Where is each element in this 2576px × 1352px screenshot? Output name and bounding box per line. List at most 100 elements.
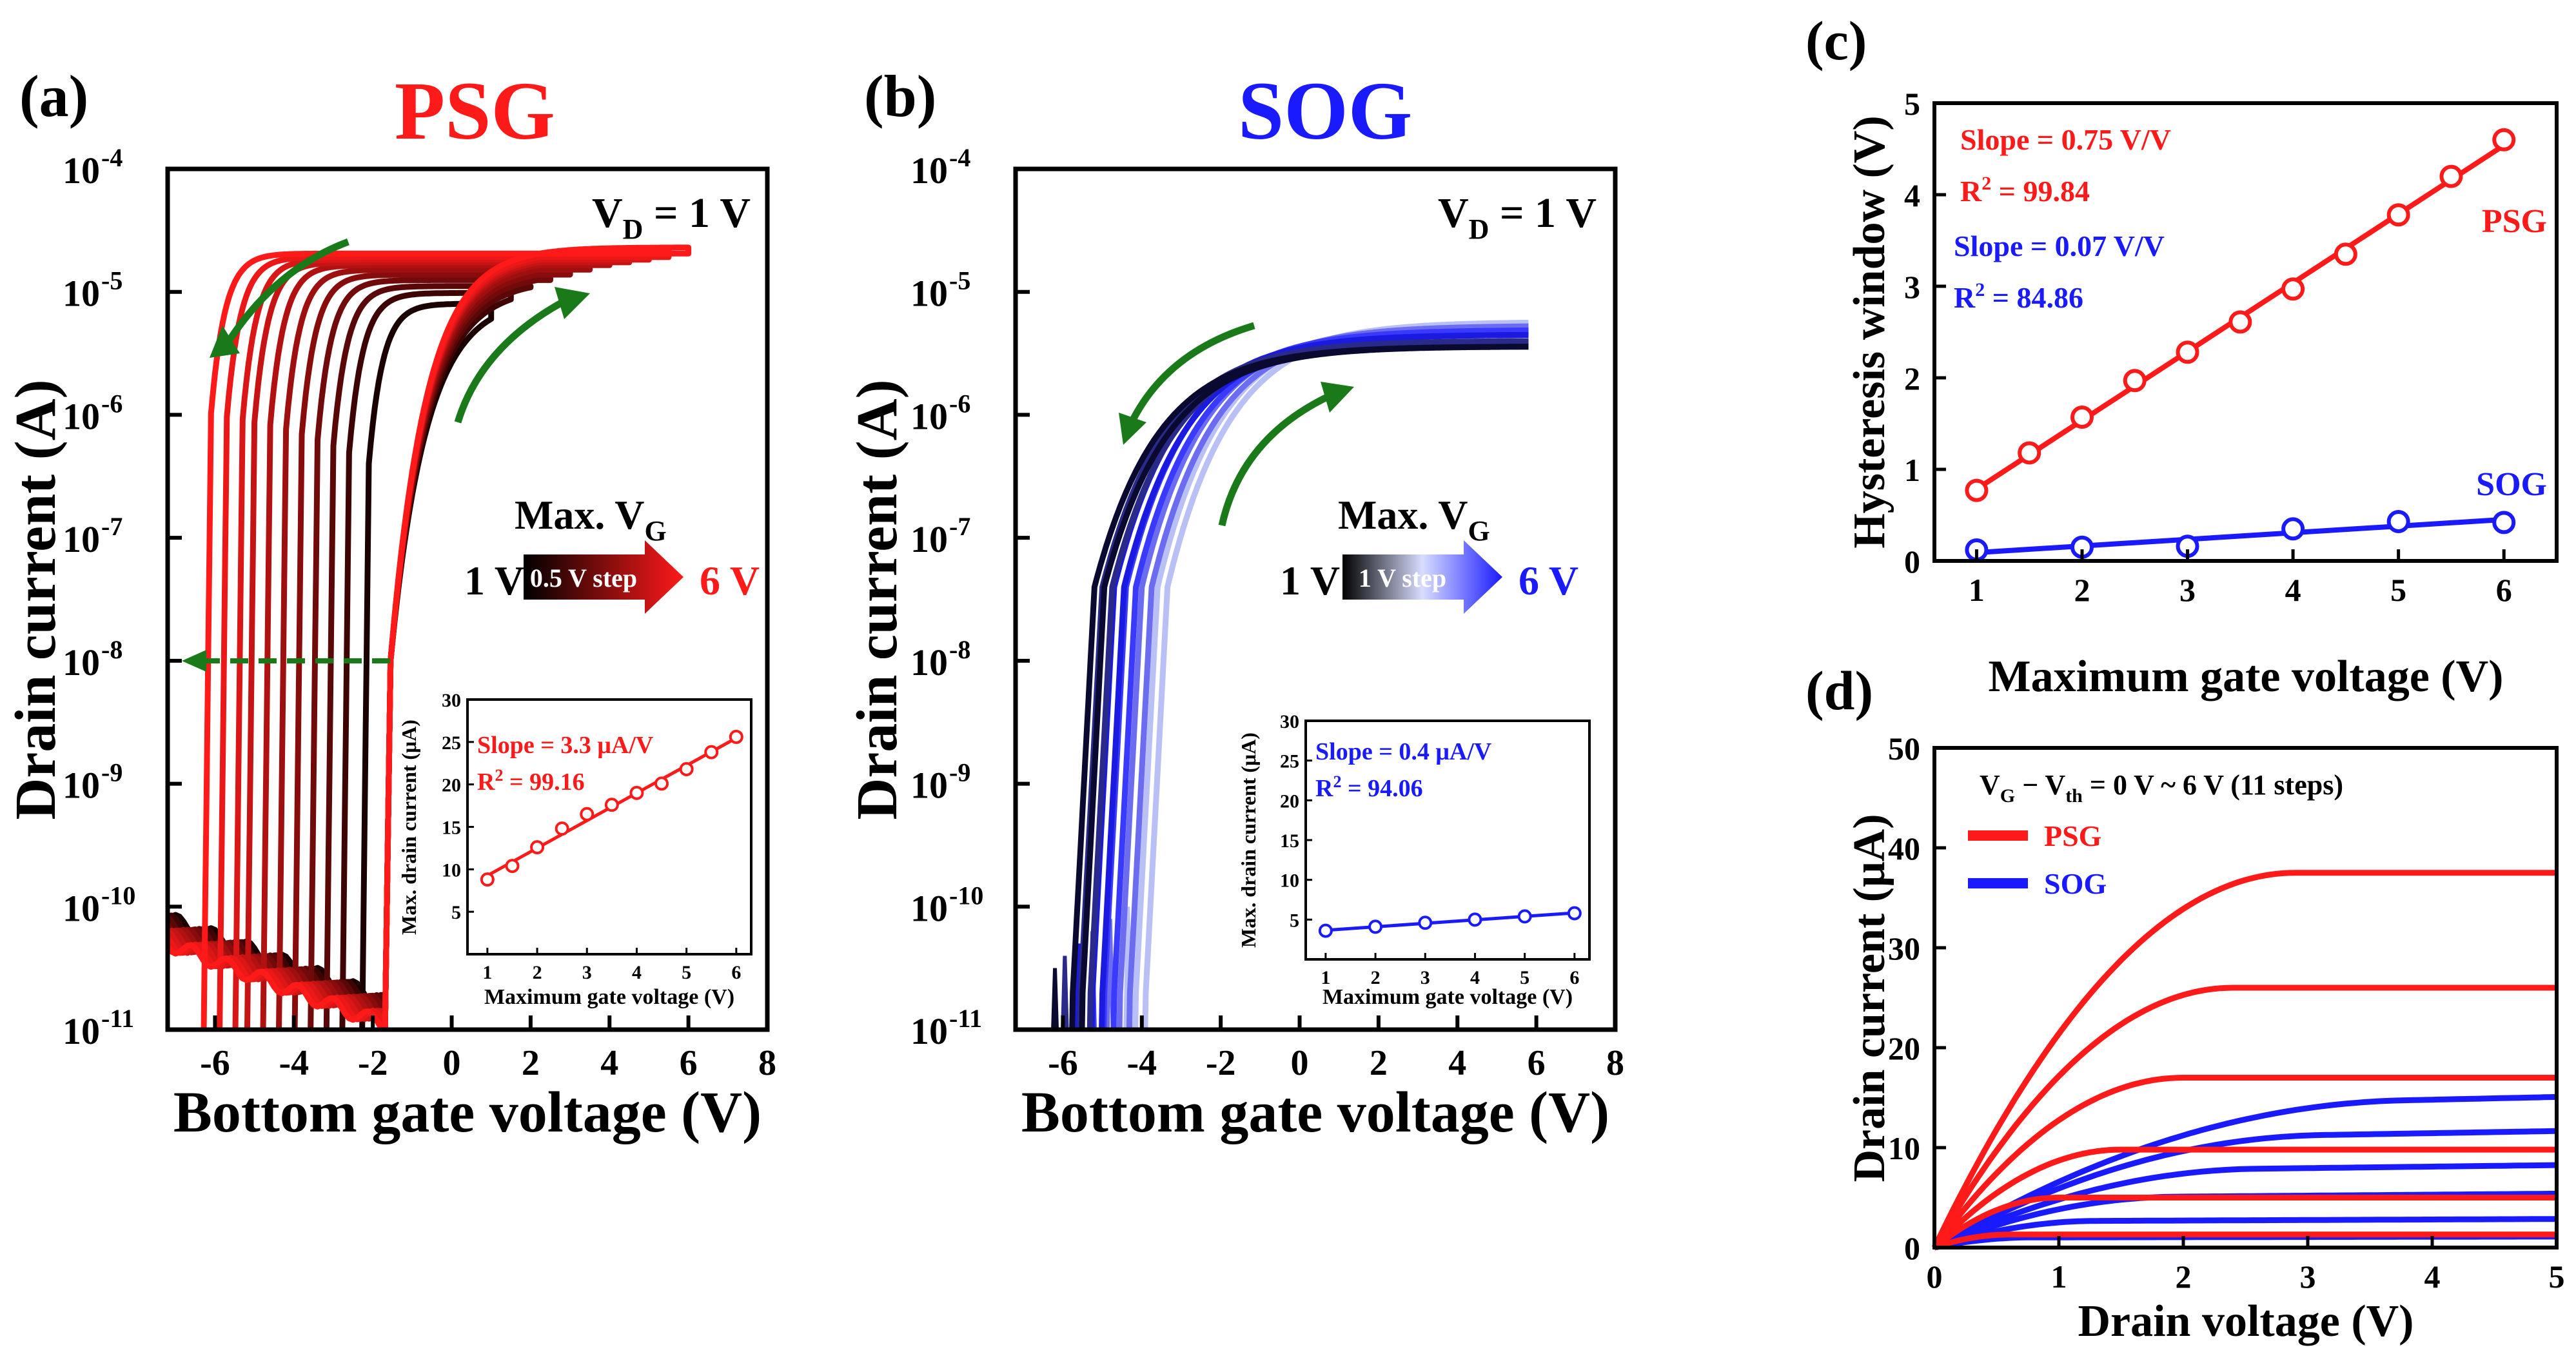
a-y-tick-label: 10 — [63, 395, 100, 437]
panel-c-y-ticks: 0 1 2 3 4 5 — [1904, 86, 1946, 580]
panel-c: (c) 1 2 3 4 5 6 0 1 2 3 4 5 Maximum gate voltage (… — [1805, 10, 2559, 701]
d-y-tick-label: 10 — [1888, 1130, 1920, 1166]
b-inset-x-tick-label: 4 — [1470, 967, 1480, 988]
panel-b-x-axis-label: Bottom gate voltage (V) — [1021, 1081, 1609, 1144]
b-inset-data-point — [1567, 906, 1582, 921]
c-data-point-psg — [2386, 203, 2410, 227]
d-output-curve-psg — [1933, 1231, 2557, 1251]
panel-a-title: PSG — [395, 65, 555, 157]
b-inset-data-point — [1468, 912, 1482, 927]
panel-b-title: SOG — [1238, 65, 1412, 157]
b-x-tick-label: 0 — [1291, 1043, 1309, 1083]
panel-a-frame — [165, 166, 770, 1032]
d-y-tick-label: 30 — [1888, 930, 1920, 966]
panel-b-y-axis-label: Drain current (A) — [845, 379, 909, 819]
d-y-tick-label: 20 — [1888, 1030, 1920, 1066]
panel-b-forward-sweep-arrow — [1218, 393, 1330, 527]
a-inset-y-tick-label: 10 — [442, 859, 461, 881]
panel-a-transfer-curves — [168, 244, 692, 1030]
b-noise-spike — [1123, 906, 1133, 1030]
panel-c-x-ticks: 1 2 3 4 5 6 — [1969, 549, 2512, 608]
b-inset-y-tick-label: 20 — [1280, 790, 1299, 812]
b-y-tick-exponent: -8 — [949, 635, 970, 664]
b-inset-data-point — [1368, 919, 1383, 934]
panel-d-x-ticks: 0 1 2 3 4 5 — [1927, 1236, 2565, 1295]
panel-b-step-label: 1 V step — [1359, 563, 1446, 593]
a-inset-y-tick-label: 5 — [451, 902, 461, 923]
b-y-tick-exponent: -10 — [949, 881, 983, 910]
a-x-tick-label: 2 — [522, 1043, 540, 1083]
d-output-curve-sog — [1933, 1216, 2557, 1251]
d-output-curve-psg — [1932, 985, 2557, 1249]
b-noise-spike — [1061, 955, 1069, 1030]
c-data-point-sog — [2386, 509, 2410, 533]
a-x-tick-label: 6 — [680, 1043, 698, 1083]
b-inset-x-tick-label: 1 — [1321, 967, 1330, 988]
panel-b-inset-y-label: Max. drain current (μA) — [1237, 732, 1260, 948]
b-y-tick-exponent: -6 — [949, 389, 970, 418]
panel-c-psg-r2: R2 = 99.84 — [1960, 173, 2090, 208]
b-inset-data-point — [1517, 909, 1532, 924]
a-inset-y-tick-label: 15 — [442, 818, 461, 839]
a-transfer-curve — [168, 244, 692, 1030]
panel-b-inset-r2: R2 = 94.06 — [1315, 772, 1423, 802]
a-y-tick-exponent: -11 — [101, 1004, 134, 1033]
a-y-tick-exponent: -7 — [101, 512, 123, 541]
panel-a-step-label: 0.5 V step — [530, 563, 637, 593]
c-data-point-sog — [2281, 517, 2305, 541]
b-x-tick-label: -2 — [1206, 1043, 1236, 1083]
panel-b-forward-arrowhead — [1321, 382, 1354, 413]
a-inset-data-point — [629, 785, 644, 800]
c-x-tick-label: 4 — [2285, 572, 2301, 608]
panel-d-y-axis-label: Drain current (μA) — [1845, 814, 1894, 1182]
a-inset-data-point — [555, 821, 569, 836]
b-y-tick-label: 10 — [910, 642, 948, 683]
panel-a-inset-slope: Slope = 3.3 μA/V — [477, 732, 654, 759]
d-y-tick-label: 50 — [1888, 730, 1920, 767]
b-x-tick-label: 4 — [1448, 1043, 1466, 1083]
panel-a-maxvg-label: Max. VG — [515, 492, 667, 547]
c-data-point-psg — [2070, 406, 2094, 429]
panel-d-condition-annotation: VG − Vth = 0 V ~ 6 V (11 steps) — [1980, 769, 2343, 807]
b-y-tick-label: 10 — [910, 395, 948, 437]
d-output-curve-psg — [1932, 1146, 2557, 1250]
panel-d-plot — [1931, 870, 2557, 1251]
panel-d-y-ticks: 0 10 20 30 40 50 — [1888, 730, 1946, 1266]
panel-b-step-arrow — [1342, 540, 1502, 614]
a-y-tick-label: 10 — [63, 887, 100, 929]
c-data-point-psg — [2123, 369, 2147, 393]
d-output-curve-psg — [1931, 870, 2557, 1249]
b-y-tick-exponent: -5 — [949, 266, 970, 295]
panel-a: (a) PSG -6 -4 -2 0 2 4 6 8 10-1110-1010-910-810… — [4, 63, 776, 1144]
a-inset-x-tick-label: 5 — [682, 962, 691, 983]
panel-c-frame — [1932, 101, 2559, 563]
c-x-tick-label: 2 — [2074, 572, 2090, 608]
b-y-tick-exponent: -11 — [949, 1004, 982, 1033]
a-inset-x-tick-label: 4 — [632, 962, 642, 983]
b-inset-y-tick-label: 15 — [1280, 830, 1299, 852]
a-inset-x-tick-label: 1 — [482, 962, 492, 983]
a-inset-data-point — [480, 872, 495, 887]
c-y-tick-label: 3 — [1904, 269, 1920, 305]
panel-b-inset: Slope = 0.4 μA/V R2 = 94.06 1 2 3 4 5 6 5 10 15 2… — [1237, 711, 1591, 1009]
b-y-tick-label: 10 — [910, 765, 948, 807]
b-inset-y-tick-label: 25 — [1280, 751, 1299, 772]
c-x-tick-label: 1 — [1969, 572, 1985, 608]
b-x-tick-label: 8 — [1606, 1043, 1624, 1083]
a-y-tick-exponent: -10 — [101, 881, 135, 910]
panel-d-legend-psg-label: PSG — [2044, 819, 2101, 852]
panel-b-inset-frame — [1304, 720, 1591, 961]
b-inset-fit-line — [1325, 911, 1575, 932]
panel-b: (b) SOG -6 -4 -2 0 2 4 6 8 10-1110-1010-910-810… — [845, 63, 1624, 1144]
b-y-tick-exponent: -7 — [949, 512, 970, 541]
a-y-tick-label: 10 — [63, 518, 100, 560]
c-y-tick-label: 4 — [1904, 177, 1920, 213]
panel-b-step-start: 1 V — [1280, 558, 1340, 603]
a-y-tick-label: 10 — [63, 642, 100, 683]
d-x-tick-label: 0 — [1927, 1259, 1943, 1295]
panel-b-frame — [1013, 166, 1618, 1032]
panel-b-transfer-curves — [1051, 319, 1529, 1030]
c-y-tick-label: 0 — [1904, 544, 1920, 580]
